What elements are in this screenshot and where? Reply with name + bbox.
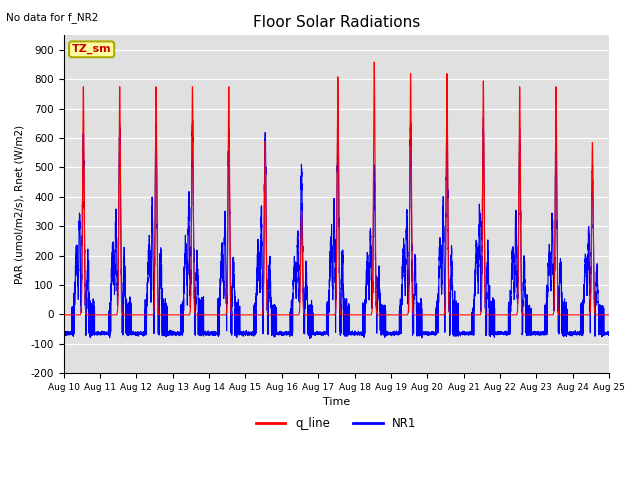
Title: Floor Solar Radiations: Floor Solar Radiations [253,15,420,30]
q_line [474,312,482,318]
q_line [60,312,67,318]
Y-axis label: PAR (umol/m2/s), Rnet (W/m2): PAR (umol/m2/s), Rnet (W/m2) [15,125,25,284]
NR1 [334,108,342,114]
X-axis label: Time: Time [323,397,350,407]
q_line [318,312,326,318]
Legend: q_line, NR1: q_line, NR1 [252,412,422,434]
NR1 [575,329,583,335]
NR1 [582,272,590,277]
Text: No data for f_NR2: No data for f_NR2 [6,12,99,23]
NR1 [474,279,482,285]
Text: TZ_sm: TZ_sm [72,44,111,55]
NR1 [318,331,326,337]
q_line [582,312,590,318]
NR1 [60,329,67,335]
NR1 [306,336,314,341]
NR1 [605,329,613,335]
Line: q_line: q_line [63,62,609,315]
q_line [371,59,378,65]
q_line [575,312,583,318]
NR1 [245,329,253,335]
NR1 [459,331,467,336]
q_line [605,312,613,318]
q_line [458,312,466,318]
q_line [245,312,253,318]
Line: NR1: NR1 [63,111,609,338]
